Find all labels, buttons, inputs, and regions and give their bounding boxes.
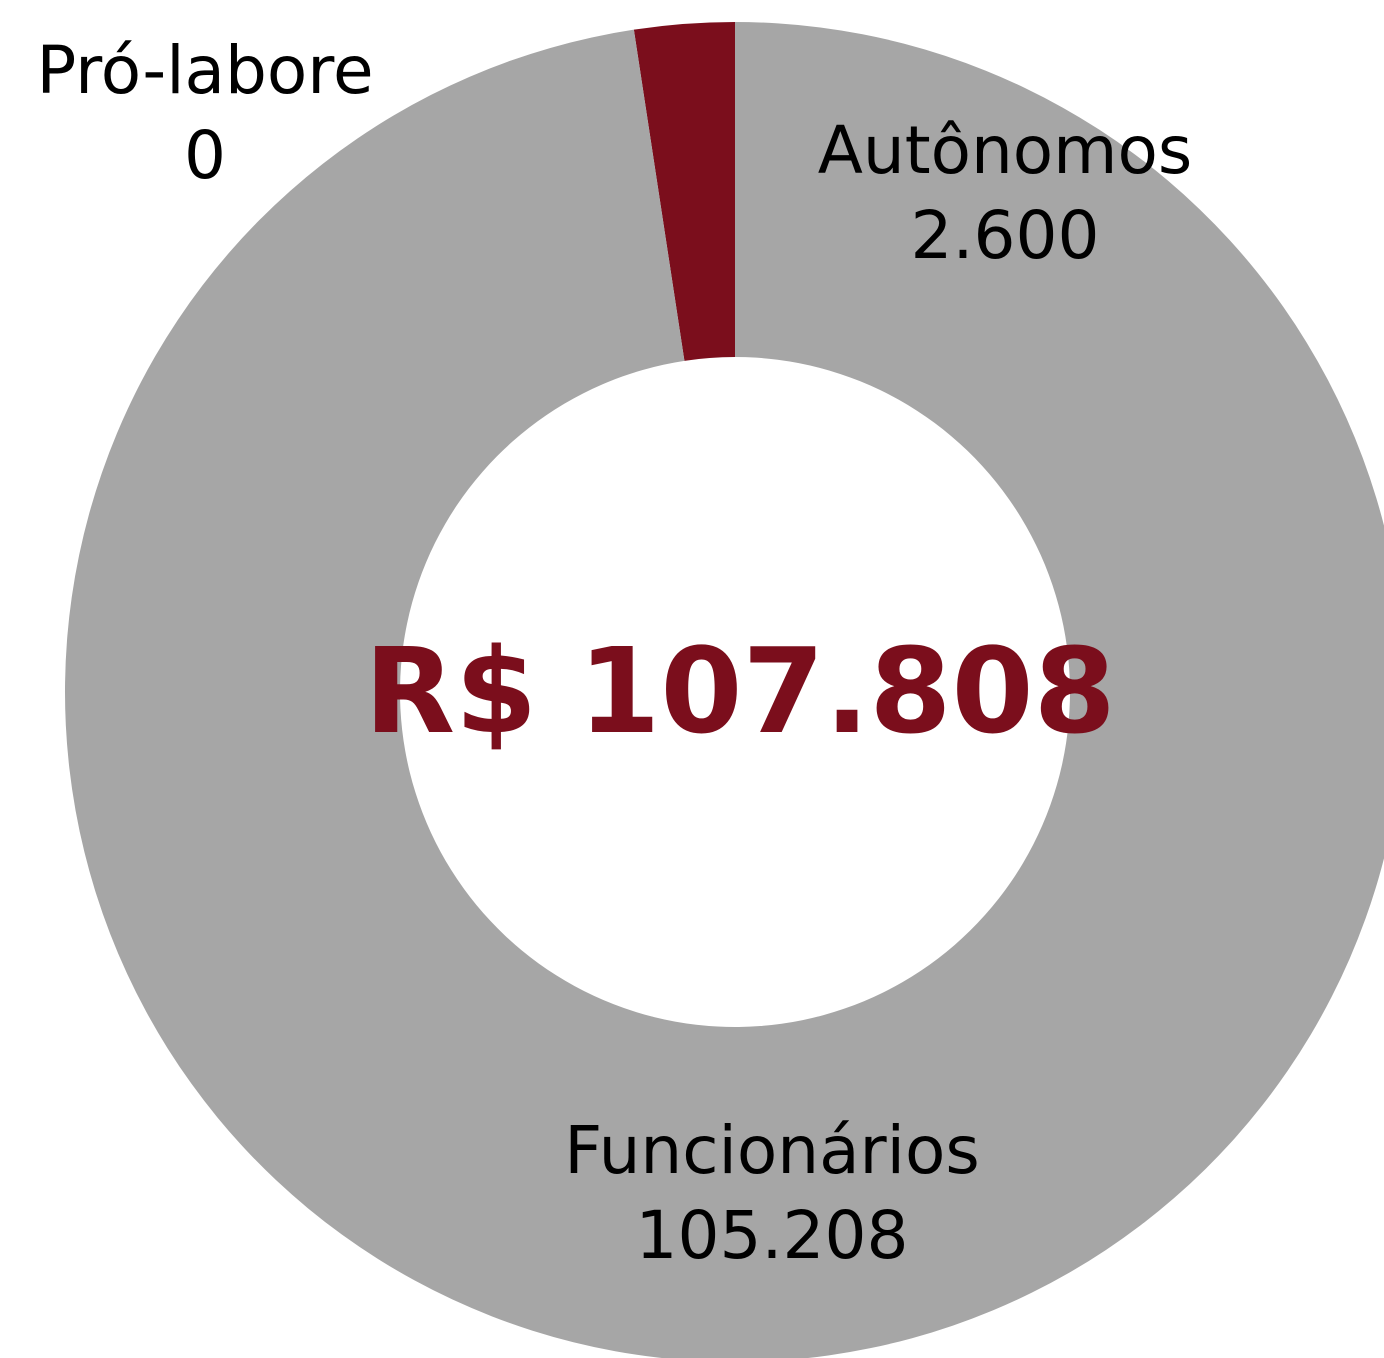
slice-label: Autônomos — [818, 112, 1193, 189]
slice — [633, 22, 735, 361]
slice-value: 105.208 — [636, 1197, 909, 1274]
slice-value: 2.600 — [911, 197, 1100, 274]
slice-label: Pró-labore — [36, 32, 373, 109]
slice-label: Funcionários — [564, 1112, 980, 1189]
center-label: R$ 107.808 — [364, 622, 1116, 760]
slice-value: 0 — [184, 117, 226, 194]
slice — [65, 22, 1384, 1358]
slices — [65, 22, 1384, 1358]
